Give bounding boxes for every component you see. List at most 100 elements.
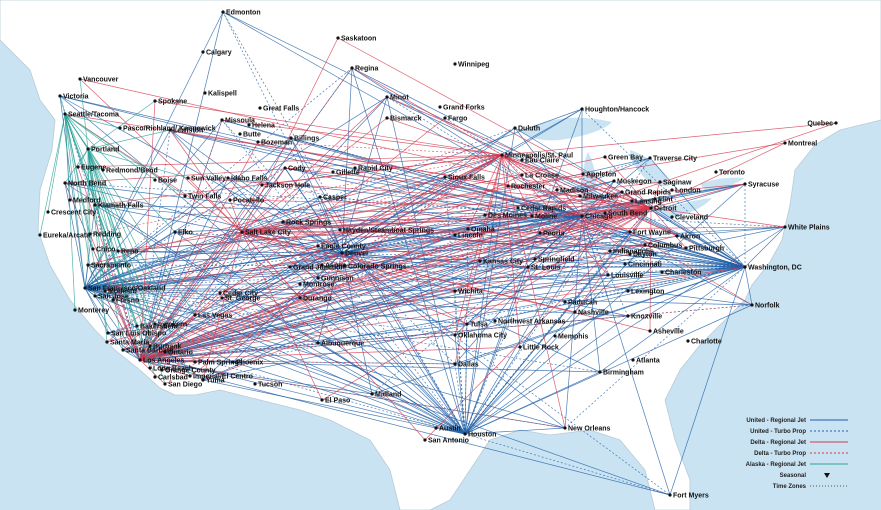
route-line	[241, 231, 687, 249]
city-dot	[533, 257, 537, 261]
route-line	[79, 78, 89, 150]
city-desmoines: Des Moines	[483, 213, 527, 220]
city-pittsburgh: Pittsburgh	[684, 246, 724, 253]
city-label: Santa Barbara	[126, 348, 174, 355]
city-label: Hayden/Steamboat Springs	[343, 228, 434, 235]
city-dot	[220, 296, 224, 300]
route-line	[650, 207, 786, 228]
route-line	[169, 129, 466, 435]
city-label: Palm Springs	[198, 360, 243, 367]
city-dot	[443, 116, 447, 120]
city-dot	[316, 341, 320, 345]
city-toronto: Toronto	[714, 170, 745, 177]
city-dot	[83, 286, 87, 290]
route-line	[139, 129, 171, 361]
city-label: Indianapolis	[613, 249, 654, 256]
route-line	[139, 183, 746, 361]
route-line	[464, 315, 629, 435]
route-line	[649, 157, 746, 268]
city-dot	[148, 344, 152, 348]
city-sacramento: Sacramento	[86, 263, 131, 270]
city-grandforks: Grand Forks	[438, 105, 485, 112]
city-label: Oklahoma City	[458, 333, 507, 340]
city-label: Omaha	[471, 227, 495, 234]
city-dot	[121, 348, 125, 352]
city-label: Eureka/Arcata	[43, 233, 90, 240]
city-dot	[453, 289, 457, 293]
route-line	[64, 113, 156, 181]
city-label: Pittsburgh	[689, 246, 724, 253]
city-label: Los Angeles	[143, 358, 184, 365]
city-dot	[465, 322, 469, 326]
city-dot	[628, 252, 632, 256]
city-dot	[520, 158, 524, 162]
city-dot	[608, 249, 612, 253]
city-label: Rock Springs	[286, 220, 331, 227]
city-dot	[153, 322, 157, 326]
city-stgeorge: St. George	[220, 296, 261, 303]
city-dot	[220, 118, 224, 122]
city-dot	[318, 195, 322, 199]
city-dot	[63, 112, 67, 116]
route-line	[84, 287, 456, 292]
city-label: Dayton	[633, 252, 657, 259]
route-line	[139, 191, 623, 361]
city-twinfalls: Twin Falls	[183, 194, 221, 201]
city-label: Colorado Springs	[348, 264, 407, 271]
route-line	[59, 95, 66, 115]
city-yuma: Yuma	[201, 378, 225, 385]
city-saskatoon: Saskatoon	[336, 36, 376, 43]
city-label: White Plains	[788, 225, 830, 232]
route-line	[564, 266, 746, 429]
city-label: Grand Rapids	[625, 190, 671, 197]
route-line	[89, 154, 503, 235]
city-label: Louisville	[611, 273, 643, 280]
city-label: San Luis Obispo	[111, 331, 166, 338]
route-line	[744, 266, 753, 306]
route-line	[139, 304, 753, 361]
route-line	[87, 148, 196, 363]
city-indianapolis: Indianapolis	[608, 249, 654, 256]
city-montreal: Montreal	[783, 141, 817, 148]
city-dot	[247, 123, 251, 127]
route-line	[64, 113, 121, 129]
route-line	[77, 154, 503, 168]
city-label: Lexington	[631, 289, 664, 296]
city-dot	[256, 140, 260, 144]
route-line	[64, 154, 503, 184]
city-reno: Reno	[116, 249, 139, 256]
route-line	[139, 67, 353, 361]
route-line	[187, 177, 243, 233]
city-norfolk: Norfolk	[750, 303, 780, 310]
city-dot	[201, 50, 205, 54]
city-dot	[443, 175, 447, 179]
city-minot: Minot	[385, 95, 409, 102]
city-dot	[453, 362, 457, 366]
city-label: Inyokern	[158, 322, 187, 329]
city-london: London	[670, 188, 701, 195]
route-line	[79, 78, 652, 209]
route-line	[84, 287, 109, 334]
route-line	[139, 253, 631, 361]
city-dot	[658, 180, 662, 184]
city-label: Ontario	[168, 350, 193, 357]
city-label: Montrose	[303, 282, 335, 289]
route-line	[87, 148, 106, 292]
city-dot	[258, 106, 262, 110]
route-line	[64, 113, 76, 311]
city-label: Lansing	[635, 199, 662, 206]
city-label: Norfolk	[755, 303, 780, 310]
city-dot	[612, 179, 616, 183]
city-dot	[555, 188, 559, 192]
route-line	[139, 11, 224, 361]
city-dot	[153, 178, 157, 182]
city-label: Bismarck	[390, 116, 422, 123]
city-dot	[105, 340, 109, 344]
route-line	[454, 334, 466, 435]
city-billings: Billings	[289, 136, 319, 143]
route-line	[64, 113, 89, 150]
city-label: Madison	[560, 188, 588, 195]
route-line	[202, 231, 243, 381]
city-label: Des Moines	[488, 213, 527, 220]
route-line	[574, 207, 652, 313]
